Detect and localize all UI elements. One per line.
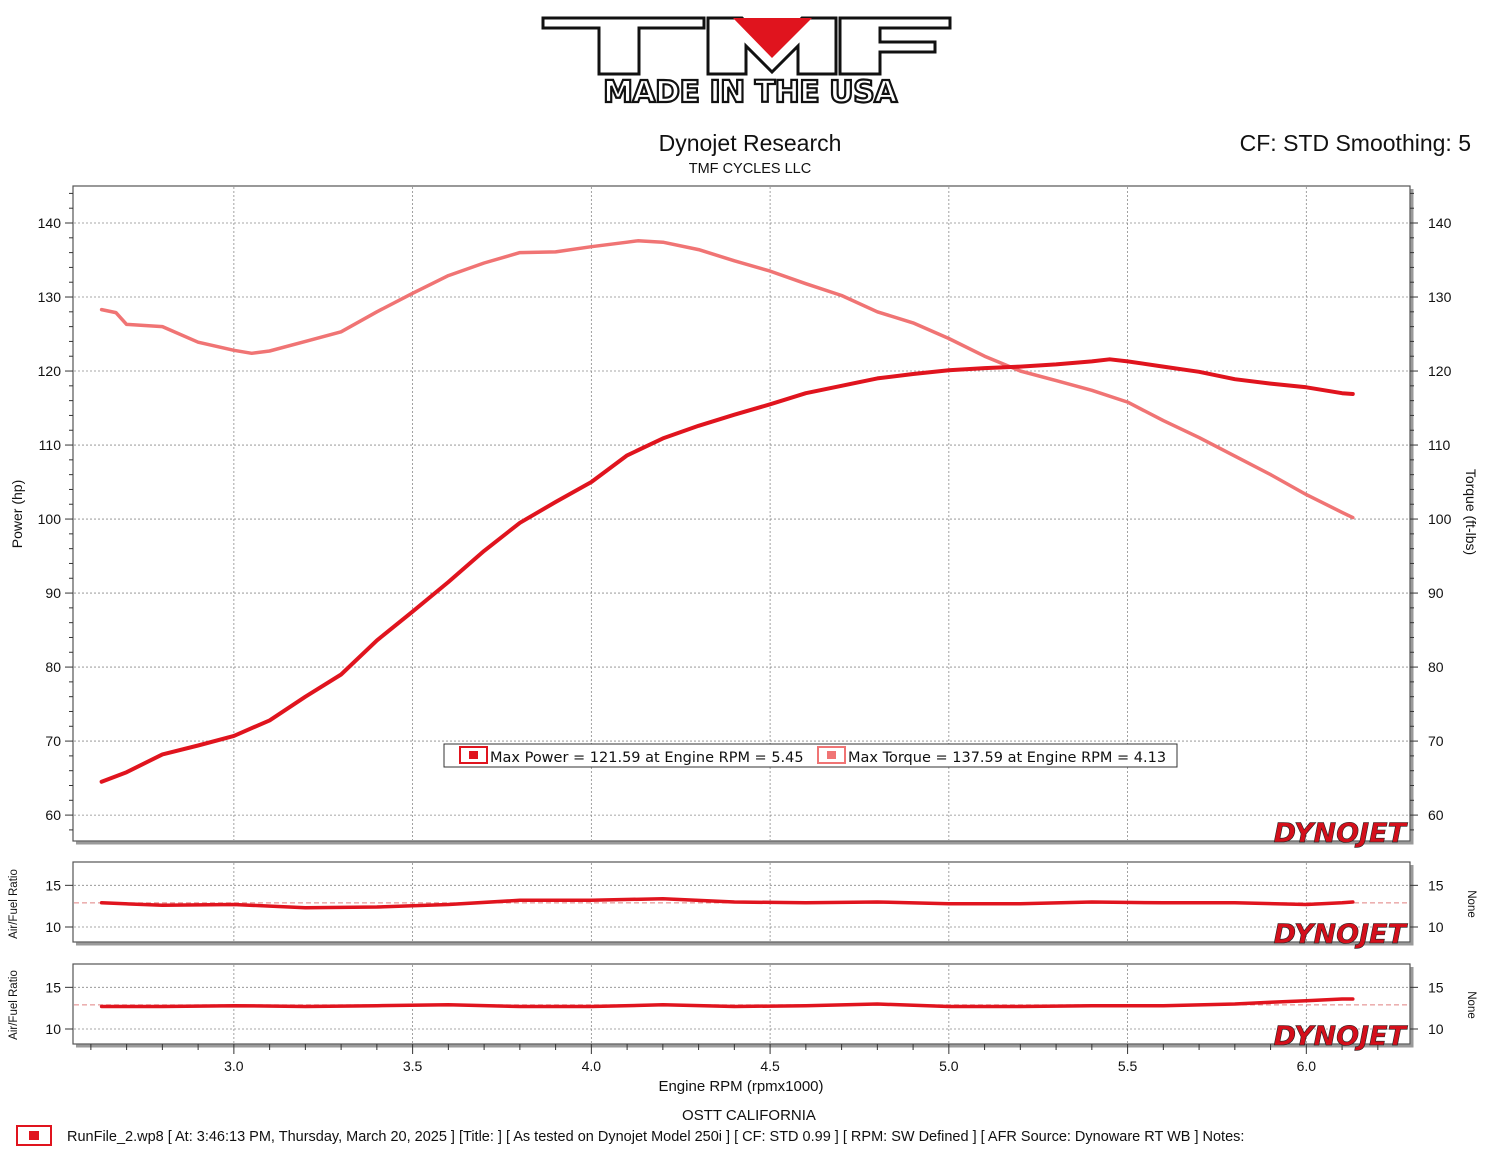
y2-axis-label-afr-2: None: [1465, 991, 1477, 1019]
y-tick-label-left: 90: [45, 585, 61, 601]
afr-curve-1: [99, 896, 1355, 910]
dynojet-watermark-afr-2: DYNOJET: [1274, 1021, 1409, 1052]
y-axis-label-power: Power (hp): [9, 480, 25, 548]
x-tick-label: 4.0: [582, 1058, 602, 1074]
y2-axis-label-afr-1: None: [1465, 890, 1477, 918]
x-tick-label: 6.0: [1297, 1058, 1317, 1074]
afr-curve-2: [99, 997, 1355, 1009]
y-axis-label-afr-1: Air/Fuel Ratio: [8, 869, 20, 939]
y-tick-label-right: 110: [1428, 437, 1451, 453]
chart-subtitle: TMF CYCLES LLC: [689, 161, 811, 177]
afr-y-tick-label-right: 10: [1428, 919, 1444, 935]
afr-y-tick-label-left: 15: [45, 979, 61, 995]
y-tick-label-right: 80: [1428, 659, 1444, 675]
afr-y-tick-label-left: 15: [45, 877, 61, 893]
y-tick-label-right: 100: [1428, 511, 1452, 527]
afr-y-tick-label-right: 15: [1428, 979, 1444, 995]
x-tick-label: 5.5: [1118, 1058, 1138, 1074]
legend-box: [443, 743, 1178, 768]
y-axis-label-torque: Torque (ft-lbs): [1463, 469, 1479, 555]
x-tick-label: 3.5: [403, 1058, 423, 1074]
series-layer: [99, 239, 1355, 1009]
y-tick-label-right: 60: [1428, 807, 1444, 823]
logo-tagline: MADE IN THE USA: [603, 75, 898, 110]
footer-run-swatch-fill: [29, 1131, 39, 1140]
x-tick-label: 4.5: [760, 1058, 780, 1074]
y-tick-label-right: 130: [1428, 289, 1452, 305]
afr-y-tick-label-left: 10: [45, 1021, 61, 1037]
dynojet-watermark-main: DYNOJET: [1274, 818, 1409, 849]
y-tick-label-left: 100: [38, 511, 62, 527]
dynojet-watermark-afr-1: DYNOJET: [1274, 919, 1409, 950]
dynojet-watermarks: DYNOJET DYNOJET DYNOJET: [1273, 818, 1409, 1053]
chart-title: Dynojet Research: [659, 130, 842, 156]
afr-y-tick-label-right: 15: [1428, 877, 1444, 893]
footer-run-info: RunFile_2.wp8 [ At: 3:46:13 PM, Thursday…: [67, 1129, 1244, 1145]
afr-plot-shadow-1: [76, 865, 1414, 946]
y-axis-label-afr-2: Air/Fuel Ratio: [8, 970, 20, 1040]
afr-y-tick-label-left: 10: [45, 919, 61, 935]
y-tick-label-left: 130: [38, 289, 62, 305]
main-plot-frame: [72, 185, 1411, 842]
axis-layer: 3.0 3.5 4.0 4.5 5.0 5.5 6.0 60 60 70 70 80 80 90 90 100…: [38, 192, 1452, 1074]
y-tick-label-left: 110: [39, 437, 62, 453]
y-tick-label-left: 70: [45, 733, 61, 749]
torque-curve: [99, 239, 1355, 520]
y-tick-label-left: 60: [45, 807, 61, 823]
afr-plot-shadow-2: [76, 967, 1414, 1048]
afr-y-tick-label-right: 10: [1428, 1021, 1444, 1037]
y-tick-label-left: 140: [38, 215, 62, 231]
legend: Max Power = 121.59 at Engine RPM = 5.45 …: [443, 743, 1178, 768]
y-tick-label-left: 120: [38, 363, 62, 379]
tmf-logo: MADE IN THE USA: [541, 16, 952, 111]
cf-smoothing-label: CF: STD Smoothing: 5: [1240, 130, 1471, 156]
x-tick-label: 3.0: [224, 1058, 244, 1074]
legend-power-label: Max Power = 121.59 at Engine RPM = 5.45: [490, 750, 804, 766]
x-axis-label: Engine RPM (rpmx1000): [658, 1078, 823, 1095]
y-tick-label-right: 140: [1428, 215, 1452, 231]
power-curve: [99, 357, 1355, 784]
legend-torque-label: Max Torque = 137.59 at Engine RPM = 4.13: [848, 750, 1166, 766]
x-tick-label: 5.0: [939, 1058, 959, 1074]
y-tick-label-right: 70: [1428, 733, 1444, 749]
legend-power-swatch-fill: [469, 751, 478, 759]
main-plot-shadow: [76, 189, 1414, 845]
y-tick-label-right: 120: [1428, 363, 1452, 379]
footer-location: OSTT CALIFORNIA: [682, 1107, 816, 1124]
grid-layer: [74, 187, 1409, 1043]
legend-torque-swatch-fill: [827, 751, 836, 759]
y-tick-label-left: 80: [45, 659, 61, 675]
y-tick-label-right: 90: [1428, 585, 1444, 601]
